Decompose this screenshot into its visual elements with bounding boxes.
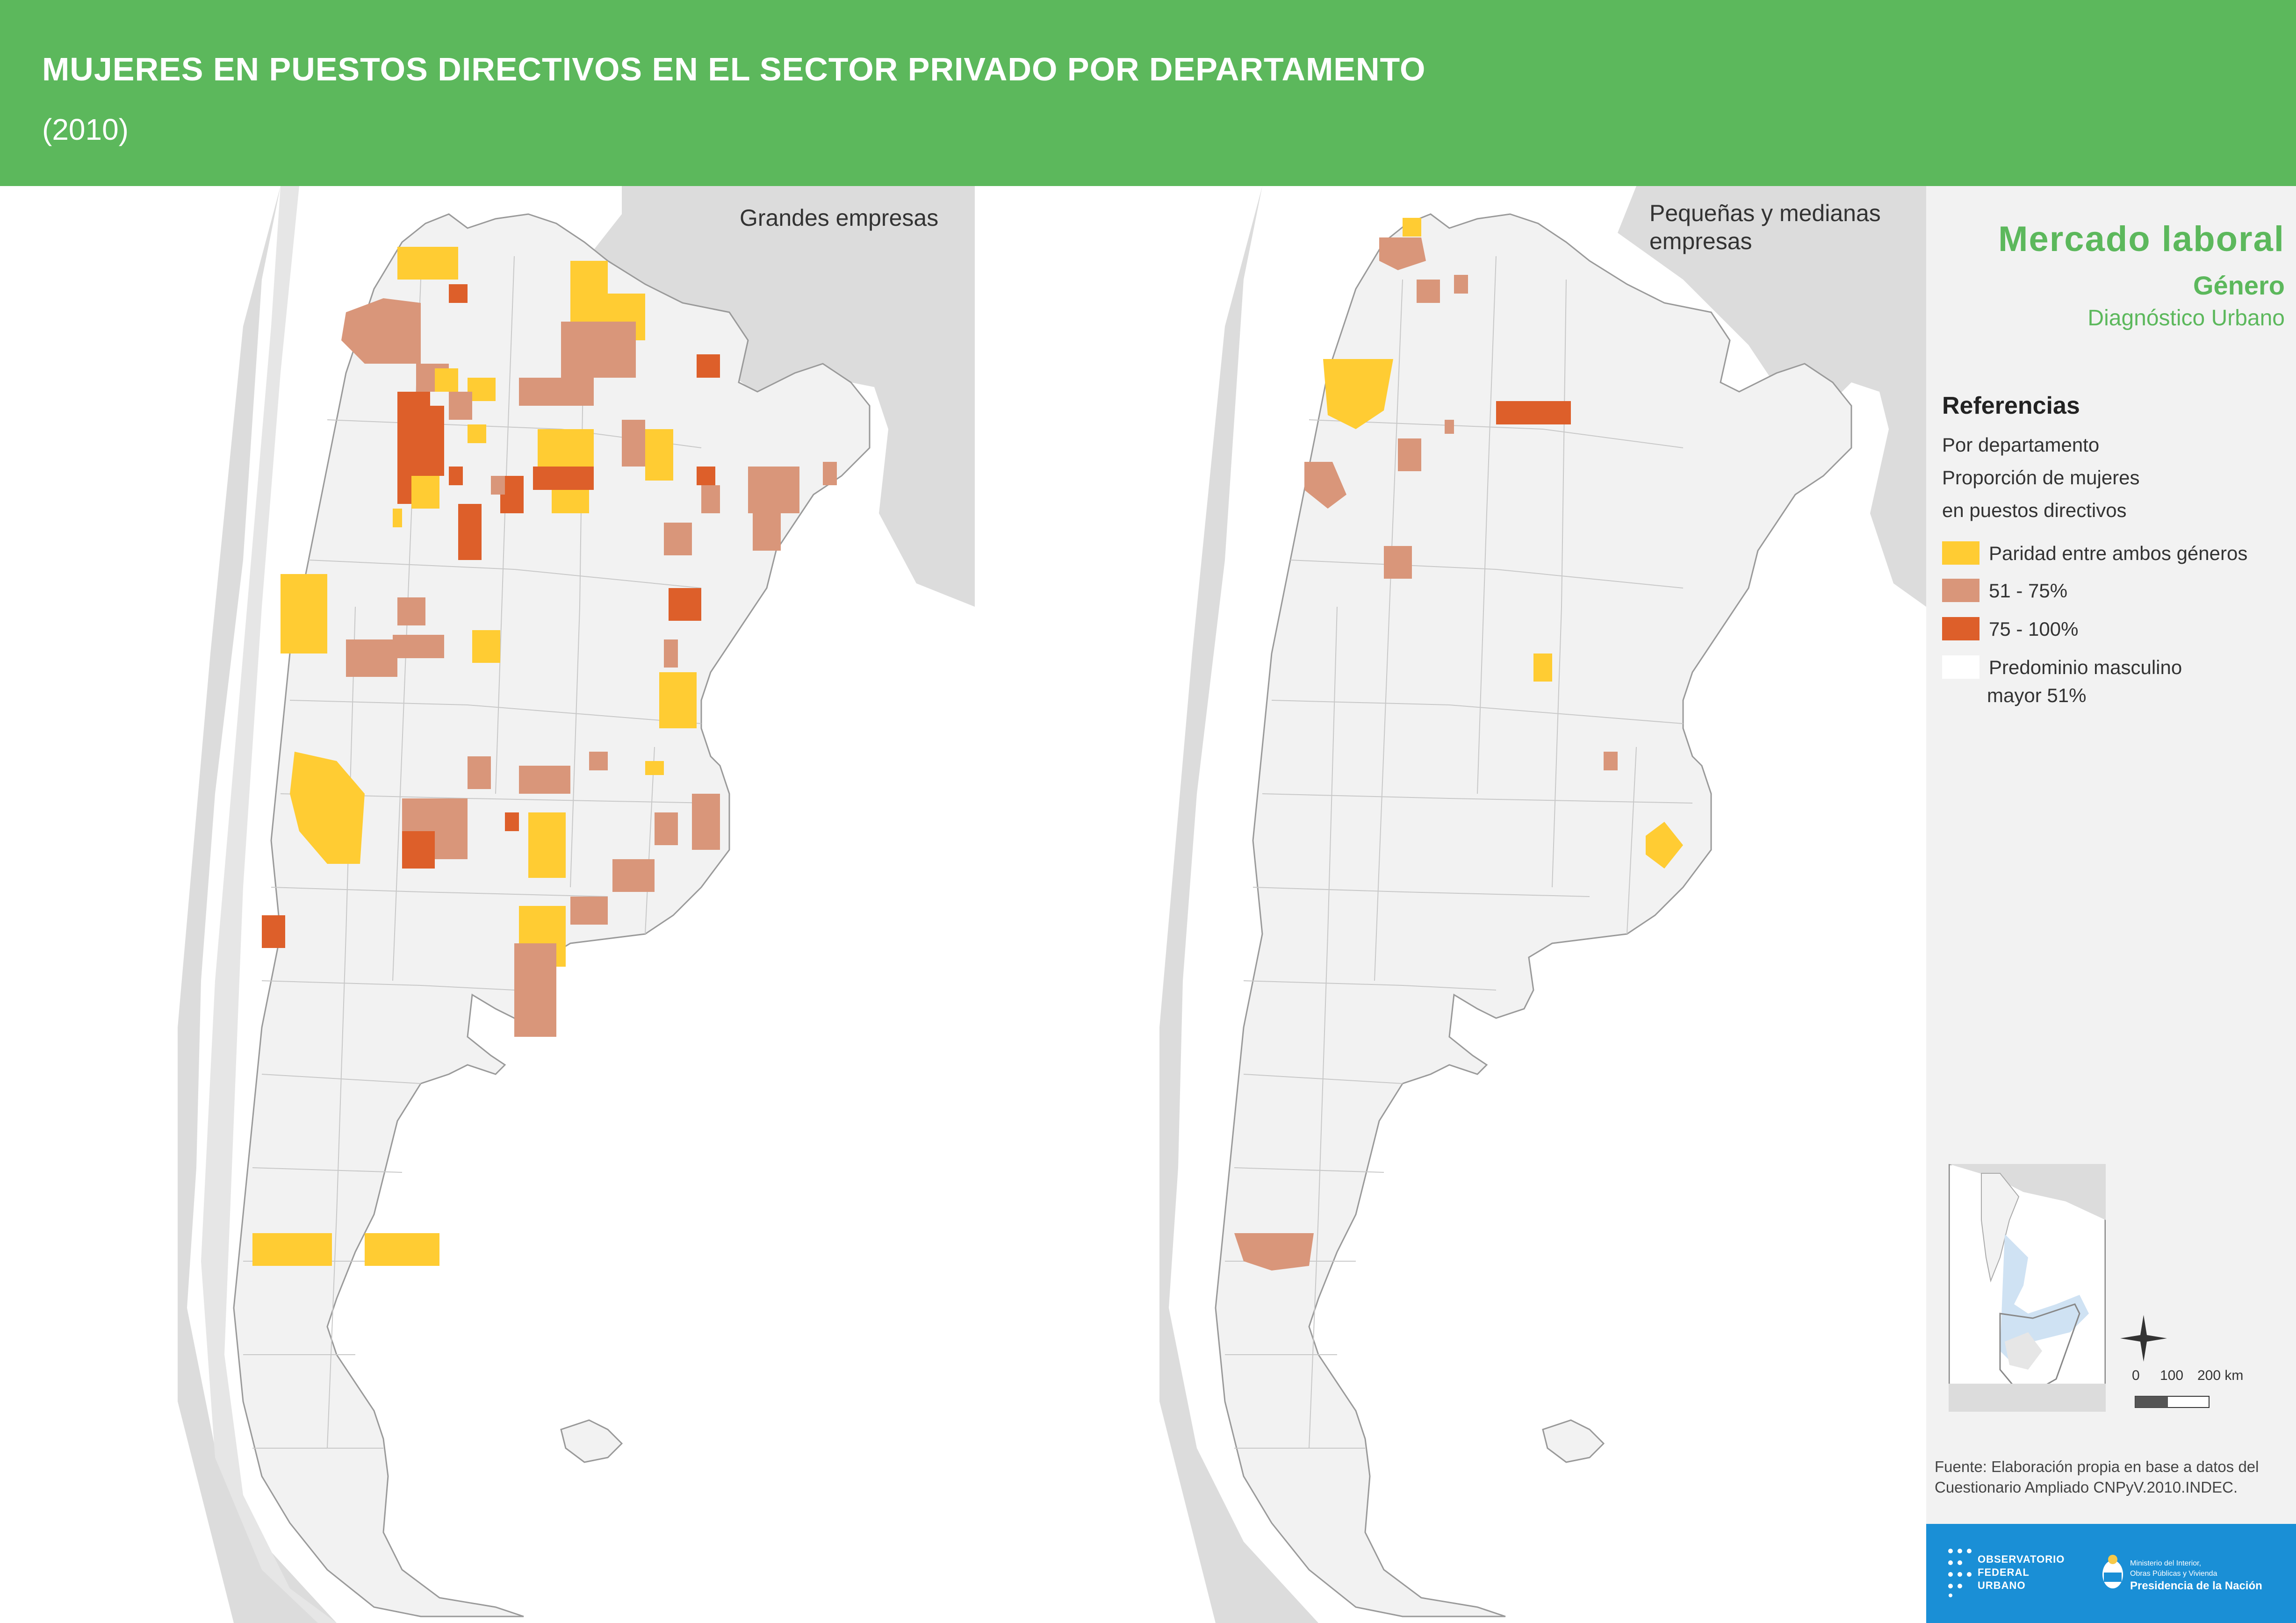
source-note: Fuente: Elaboración propia en base a dat… bbox=[1935, 1457, 2290, 1498]
observatorio-line-2: FEDERAL bbox=[1978, 1566, 2030, 1578]
map-divider bbox=[975, 186, 982, 1623]
malvinas-islands bbox=[560, 1419, 623, 1463]
north-compass-icon bbox=[2120, 1315, 2167, 1362]
scale-label-200: 200 km bbox=[2197, 1368, 2244, 1383]
ministry-line-3: Presidencia de la Nación bbox=[2130, 1580, 2262, 1592]
map-label-pymes-1: Pequeñas y medianas bbox=[1649, 200, 1881, 226]
map-panel-pymes: Pequeñas y medianas empresas bbox=[982, 186, 1926, 1623]
highlighted-departments bbox=[1234, 218, 1683, 1271]
sidebar-heading: Mercado laboral bbox=[1998, 219, 2285, 259]
legend-swatch-paridad bbox=[1942, 541, 1979, 565]
ministry-line-1: Ministerio del Interior, bbox=[2130, 1559, 2202, 1567]
references-line-3: en puestos directivos bbox=[1942, 499, 2127, 521]
neighbor-countries bbox=[178, 186, 975, 1623]
legend-swatch-51-75 bbox=[1942, 579, 1979, 602]
observatorio-logo: OBSERVATORIO FEDERAL URBANO bbox=[1978, 1553, 2065, 1592]
scale-label-100: 100 bbox=[2160, 1368, 2184, 1383]
references-title: Referencias bbox=[1942, 392, 2080, 419]
highlighted-departments bbox=[252, 247, 837, 1266]
references-line-2: Proporción de mujeres bbox=[1942, 467, 2140, 488]
ministry-logo: Ministerio del Interior, Obras Públicas … bbox=[2130, 1558, 2262, 1593]
national-coat-of-arms-icon bbox=[2102, 1555, 2123, 1588]
legend-swatch-predominio bbox=[1942, 655, 1979, 679]
argentina-land bbox=[1215, 213, 1852, 1617]
header-bar: MUJERES EN PUESTOS DIRECTIVOS EN EL SECT… bbox=[0, 0, 2296, 186]
logo-bar: OBSERVATORIO FEDERAL URBANO Ministerio d… bbox=[1926, 1524, 2296, 1623]
legend-sidebar: Mercado laboral Género Diagnóstico Urban… bbox=[1926, 186, 2296, 1623]
observatorio-line-1: OBSERVATORIO bbox=[1978, 1553, 2065, 1565]
legend-label-predominio: Predominio masculino bbox=[1989, 656, 2182, 678]
sidebar-tagline: Diagnóstico Urbano bbox=[2087, 306, 2285, 330]
department-boundaries bbox=[1225, 256, 1693, 1449]
map-title: MUJERES EN PUESTOS DIRECTIVOS EN EL SECT… bbox=[42, 51, 1426, 87]
scale-bar bbox=[2135, 1396, 2210, 1408]
observatorio-logo-icon bbox=[1948, 1549, 1972, 1597]
observatorio-line-3: URBANO bbox=[1978, 1580, 2026, 1591]
map-label-pymes-2: empresas bbox=[1649, 228, 1752, 254]
argentina-map-grandes bbox=[178, 186, 975, 1623]
argentina-map-pymes bbox=[1159, 186, 1926, 1623]
legend-label-predominio-2: mayor 51% bbox=[1987, 684, 2087, 706]
chile-strip bbox=[201, 186, 337, 1623]
scale-label-0: 0 bbox=[2132, 1368, 2140, 1383]
malvinas-islands bbox=[1542, 1419, 1605, 1463]
legend-label-75-100: 75 - 100% bbox=[1989, 618, 2079, 640]
sidebar-subheading: Género bbox=[2193, 271, 2285, 300]
map-label-grandes: Grandes empresas bbox=[740, 205, 939, 231]
neighbor-countries bbox=[1159, 186, 1926, 1623]
source-line-2: Cuestionario Ampliado CNPyV.2010.INDEC. bbox=[1935, 1479, 2238, 1496]
legend-label-51-75: 51 - 75% bbox=[1989, 580, 2068, 602]
map-panel-grandes-empresas: Grandes empresas bbox=[0, 186, 975, 1623]
legend-swatch-75-100 bbox=[1942, 617, 1979, 640]
ministry-line-2: Obras Públicas y Vivienda bbox=[2130, 1570, 2217, 1578]
inset-locator-map bbox=[1949, 1164, 2106, 1412]
source-line-1: Fuente: Elaboración propia en base a dat… bbox=[1935, 1458, 2259, 1475]
map-subtitle: (2010) bbox=[42, 113, 129, 146]
legend-label-paridad: Paridad entre ambos géneros bbox=[1989, 542, 2248, 564]
references-line-1: Por departamento bbox=[1942, 434, 2100, 456]
